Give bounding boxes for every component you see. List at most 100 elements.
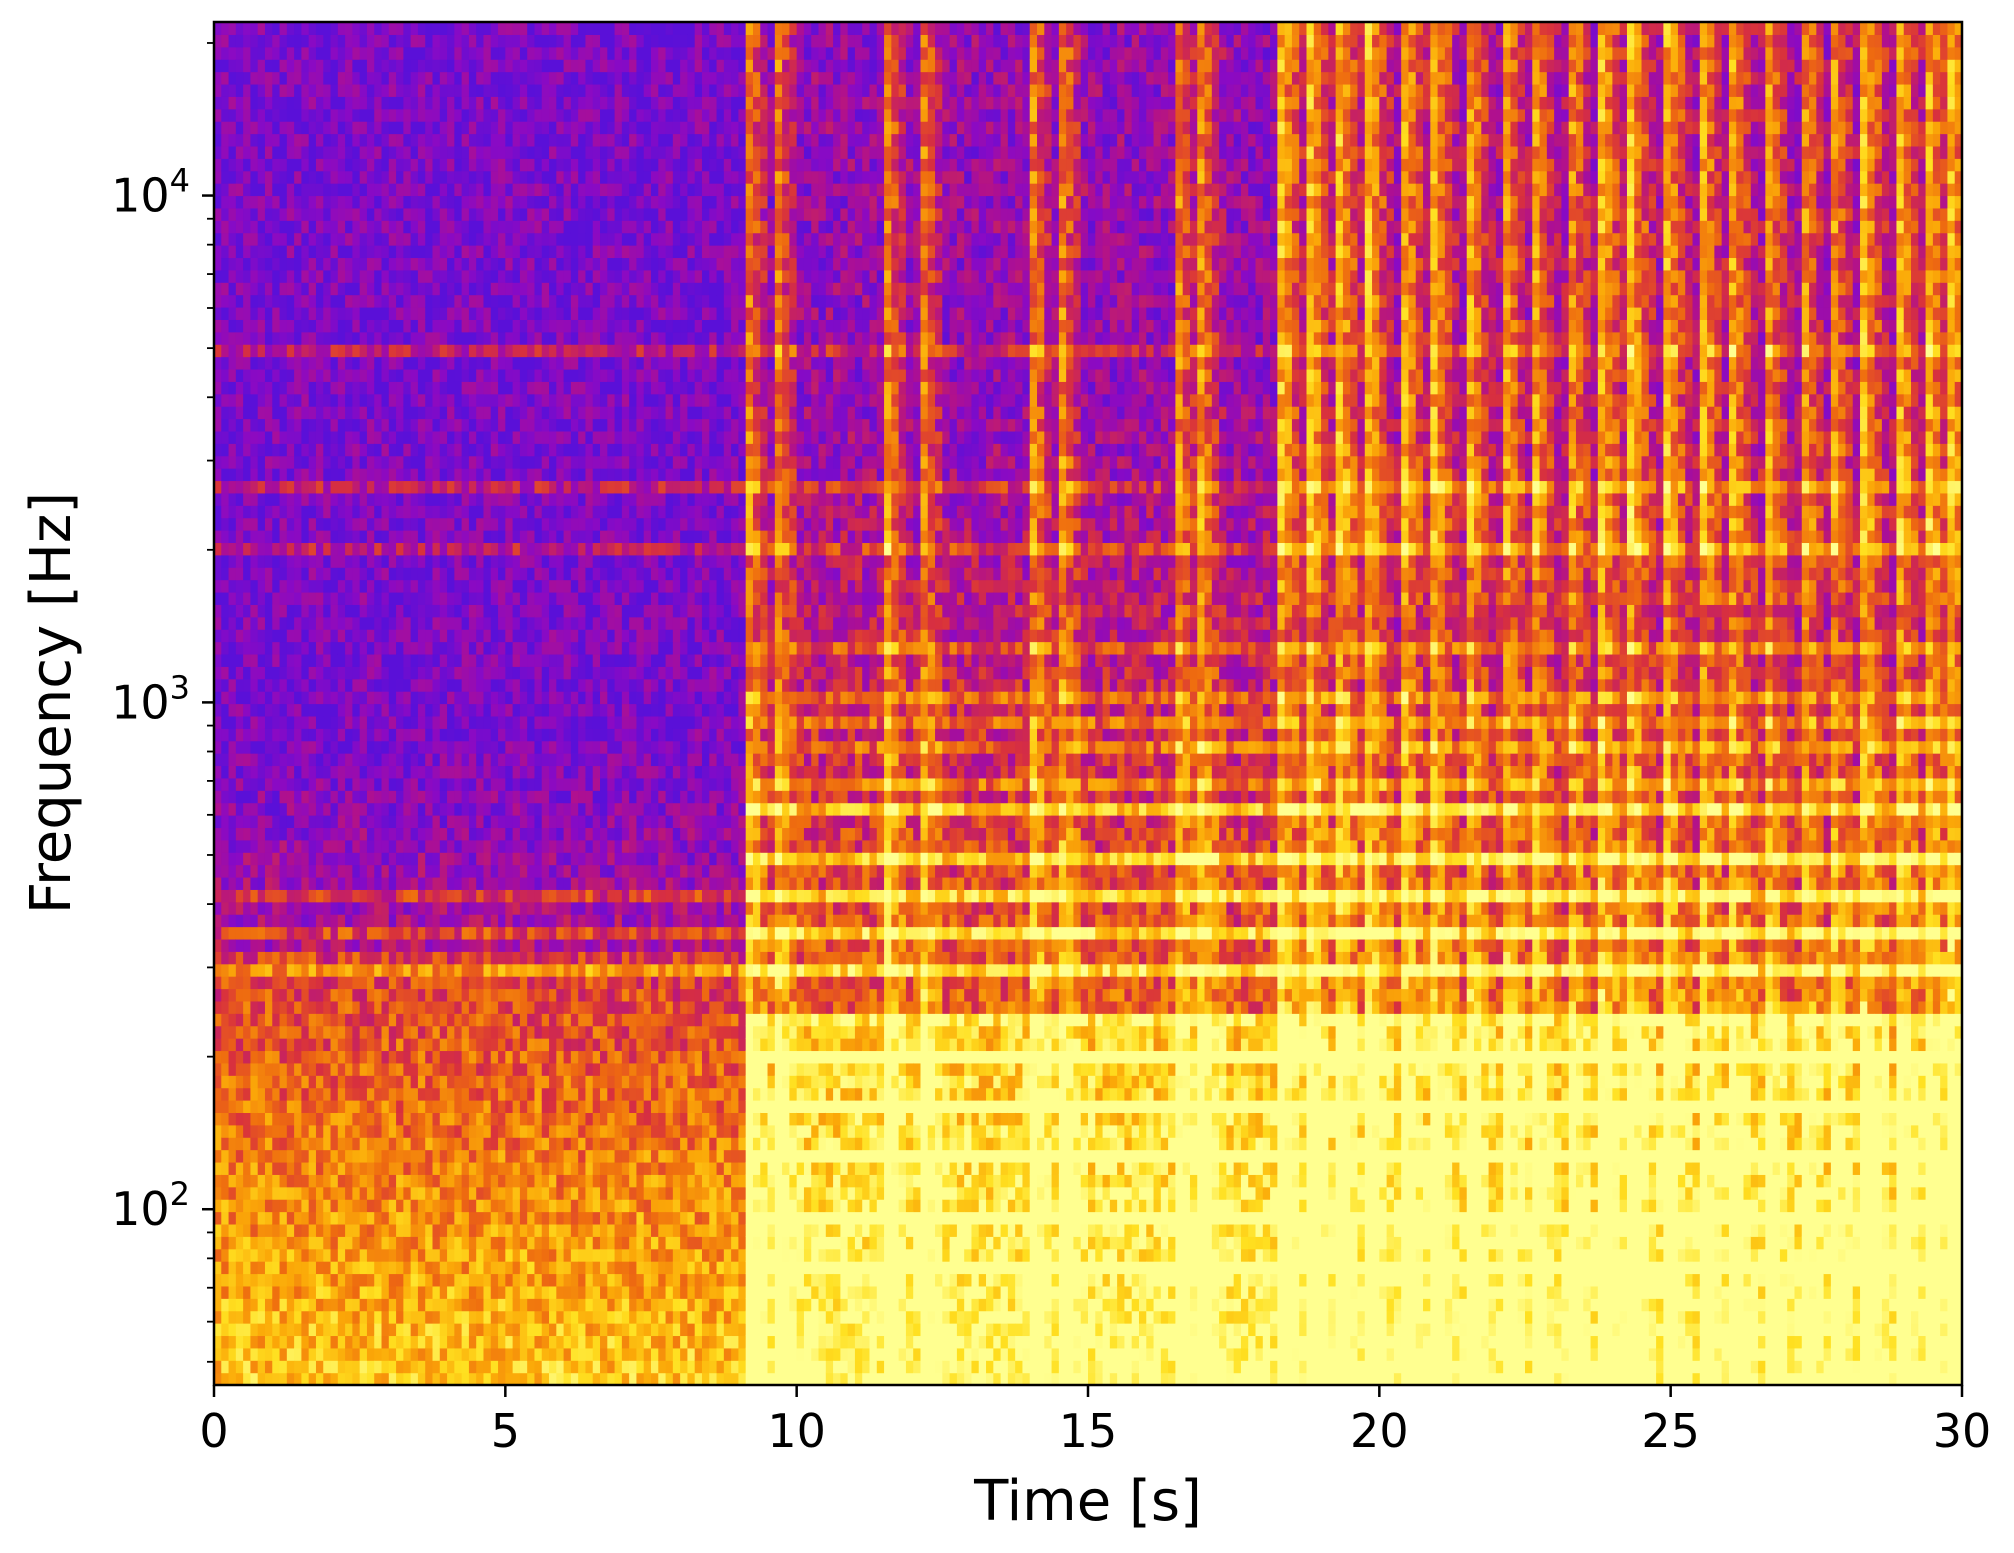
heatmap-cell [527, 34, 535, 47]
heatmap-cell [258, 964, 266, 977]
heatmap-cell [382, 580, 390, 593]
heatmap-cell [425, 914, 433, 927]
heatmap-cell [345, 964, 353, 977]
heatmap-cell [534, 902, 542, 915]
heatmap-cell [301, 109, 309, 122]
heatmap-cell [301, 1125, 309, 1138]
heatmap-cell [396, 158, 404, 171]
heatmap-cell [331, 171, 339, 184]
heatmap-cell [527, 704, 535, 717]
heatmap-cell [469, 1125, 477, 1138]
heatmap-cell [396, 1088, 404, 1101]
heatmap-cell [280, 468, 288, 481]
heatmap-cell [287, 59, 295, 72]
heatmap-cell [258, 1335, 266, 1348]
heatmap-cell [505, 47, 513, 60]
heatmap-cell [433, 542, 441, 555]
heatmap-cell [294, 642, 302, 655]
heatmap-cell [221, 530, 229, 543]
heatmap-cell [462, 1286, 470, 1299]
heatmap-cell [505, 877, 513, 890]
heatmap-cell [542, 1261, 550, 1274]
heatmap-cell [309, 233, 317, 246]
heatmap-cell [462, 1348, 470, 1361]
heatmap-cell [440, 666, 448, 679]
heatmap-cell [301, 666, 309, 679]
heatmap-cell [229, 134, 237, 147]
heatmap-cell [389, 716, 397, 729]
heatmap-cell [469, 1100, 477, 1113]
heatmap-cell [403, 406, 411, 419]
heatmap-cell [265, 1224, 273, 1237]
heatmap-cell [250, 765, 258, 778]
heatmap-cell [389, 1335, 397, 1348]
heatmap-cell [527, 1125, 535, 1138]
heatmap-cell [425, 394, 433, 407]
heatmap-cell [258, 134, 266, 147]
heatmap-cell [301, 1050, 309, 1063]
heatmap-cell [280, 59, 288, 72]
heatmap-cell [345, 307, 353, 320]
heatmap-cell [389, 679, 397, 692]
heatmap-cell [411, 691, 419, 704]
heatmap-cell [447, 728, 455, 741]
heatmap-cell [352, 369, 360, 382]
heatmap-cell [389, 109, 397, 122]
heatmap-cell [411, 753, 419, 766]
heatmap-cell [236, 1112, 244, 1125]
heatmap-cell [236, 815, 244, 828]
heatmap-cell [483, 109, 491, 122]
heatmap-cell [433, 790, 441, 803]
heatmap-cell [243, 1323, 251, 1336]
heatmap-cell [287, 951, 295, 964]
heatmap-cell [462, 357, 470, 370]
heatmap-cell [287, 480, 295, 493]
heatmap-cell [250, 679, 258, 692]
heatmap-cell [301, 468, 309, 481]
heatmap-cell [403, 381, 411, 394]
heatmap-cell [418, 617, 426, 630]
heatmap-cell [498, 456, 506, 469]
heatmap-cell [483, 765, 491, 778]
heatmap-cell [345, 109, 353, 122]
heatmap-cell [505, 1038, 513, 1051]
heatmap-cell [323, 951, 331, 964]
heatmap-cell [433, 282, 441, 295]
heatmap-cell [367, 716, 375, 729]
heatmap-cell [534, 1373, 542, 1386]
heatmap-cell [542, 889, 550, 902]
heatmap-cell [476, 927, 484, 940]
heatmap-cell [513, 282, 521, 295]
heatmap-cell [454, 778, 462, 791]
heatmap-cell [469, 319, 477, 332]
heatmap-cell [323, 1050, 331, 1063]
heatmap-cell [352, 902, 360, 915]
heatmap-cell [287, 753, 295, 766]
heatmap-cell [469, 567, 477, 580]
heatmap-cell [367, 1063, 375, 1076]
heatmap-cell [360, 827, 368, 840]
heatmap-cell [229, 1013, 237, 1026]
heatmap-cell [527, 1298, 535, 1311]
heatmap-cell [534, 158, 542, 171]
heatmap-cell [425, 555, 433, 568]
heatmap-cell [447, 1236, 455, 1249]
heatmap-cell [374, 778, 382, 791]
heatmap-cell [454, 394, 462, 407]
heatmap-cell [425, 1088, 433, 1101]
heatmap-cell [403, 195, 411, 208]
heatmap-cell [440, 555, 448, 568]
heatmap-cell [462, 914, 470, 927]
heatmap-cell [331, 146, 339, 159]
heatmap-cell [476, 1236, 484, 1249]
heatmap-cell [425, 332, 433, 345]
heatmap-cell [243, 914, 251, 927]
heatmap-cell [491, 1261, 499, 1274]
heatmap-cell [229, 84, 237, 97]
heatmap-cell [462, 964, 470, 977]
heatmap-cell [425, 530, 433, 543]
heatmap-cell [352, 270, 360, 283]
heatmap-cell [243, 47, 251, 60]
heatmap-cell [382, 1199, 390, 1212]
heatmap-cell [294, 59, 302, 72]
